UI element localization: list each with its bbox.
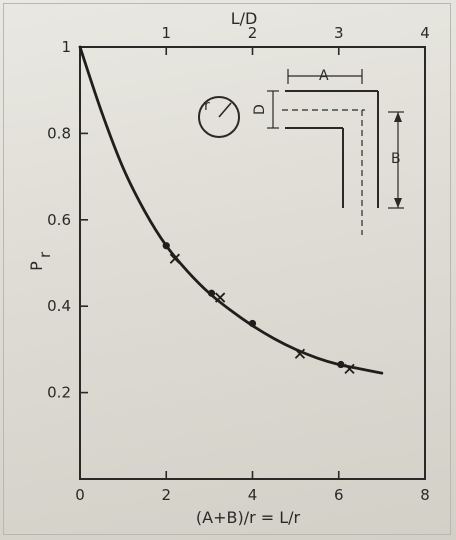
top-axis-title: L/D	[231, 9, 258, 28]
data-point-dot	[207, 289, 216, 297]
dimension-b-top-arrow	[394, 112, 402, 122]
y-tick-label: 0.6	[47, 211, 71, 229]
cross-stroke	[215, 292, 226, 303]
cross-stroke	[169, 253, 181, 264]
y-axis-title: P r	[27, 251, 54, 271]
dimension-a-label: A	[319, 68, 329, 84]
y-axis-title-subscript: r	[36, 251, 54, 258]
x-tick-label: 6	[334, 486, 344, 504]
radius-line	[218, 102, 232, 118]
photo-frame	[3, 3, 451, 535]
top-tick-label: 3	[334, 24, 344, 42]
x-axis-title: (A+B)/r = L/r	[196, 508, 301, 527]
y-axis-title-main: P	[27, 261, 46, 271]
data-point-cross	[294, 348, 306, 359]
ticks	[79, 46, 426, 479]
x-tick-label: 0	[75, 486, 85, 504]
cross-stroke	[344, 363, 355, 374]
x-tick-label: 4	[248, 486, 258, 504]
x-tick-label: 8	[420, 486, 430, 504]
data-point-dot	[248, 319, 257, 328]
data-point-dot	[337, 360, 345, 369]
y-tick-label: 0.8	[47, 124, 71, 142]
radius-label: r	[204, 98, 210, 114]
x-tick-label: 2	[161, 486, 171, 504]
data-point-cross	[215, 292, 226, 303]
data-point-dot	[162, 242, 170, 250]
dimension-b-bottom-arrow	[394, 198, 402, 208]
pipe-bend-diagram: r A D B	[198, 68, 404, 235]
cross-stroke	[294, 348, 306, 359]
top-tick-label: 4	[420, 24, 430, 42]
tick-labels: 0 2 4 6 8 0.2 0.4 0.6 0.8 1 1 2 3 4	[47, 24, 430, 504]
y-tick-label: 1	[61, 38, 71, 56]
dimension-b-label: B	[391, 151, 401, 167]
data-point-cross	[169, 253, 181, 264]
fitted-curve	[78, 45, 384, 375]
y-tick-label: 0.2	[47, 384, 71, 402]
top-tick-label: 1	[161, 24, 171, 42]
pipe-cross-section	[198, 96, 240, 138]
dimension-d-label: D	[252, 104, 268, 115]
y-tick-label: 0.4	[47, 297, 71, 315]
top-tick-label: 2	[248, 24, 258, 42]
data-point-cross	[344, 363, 355, 374]
series-layer	[78, 45, 384, 375]
